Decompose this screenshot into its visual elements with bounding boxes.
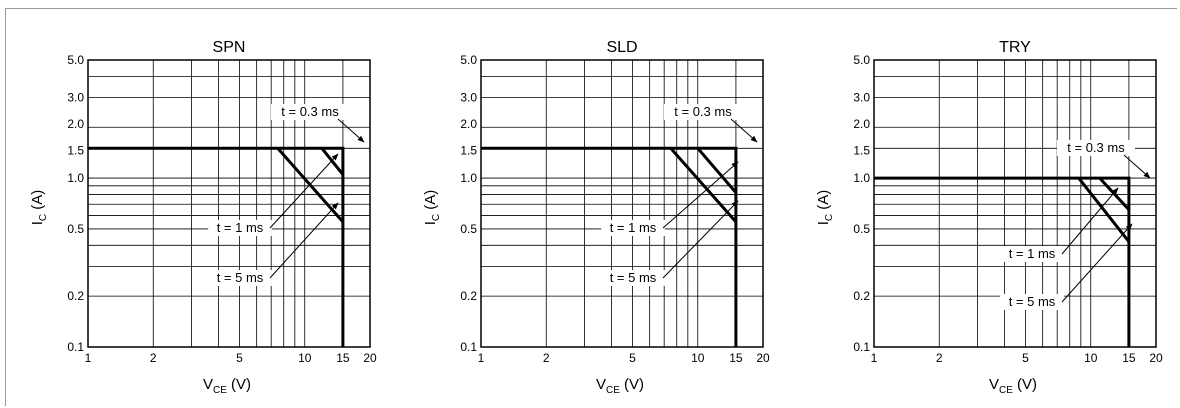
y-tick-label: 2.0 [460, 117, 477, 131]
label-0p3ms: t = 0.3 ms [281, 104, 339, 119]
y-tick-label: 0.1 [460, 340, 477, 354]
x-tick-label: 1 [478, 351, 485, 365]
chart-title: TRY [999, 39, 1031, 56]
annotation-arrow [1123, 154, 1151, 179]
y-tick-label: 1.5 [67, 143, 84, 157]
limit-5ms-line [669, 147, 738, 223]
plot-area-border [873, 59, 1157, 348]
y-tick-label: 0.5 [460, 222, 477, 236]
annotation-arrow [269, 153, 339, 229]
plot-area-border [480, 59, 764, 348]
label-1ms: t = 1 ms [217, 220, 264, 235]
limit-1ms-line [696, 147, 738, 194]
y-tick-label: 0.2 [460, 289, 477, 303]
x-tick-label: 20 [363, 351, 377, 365]
y-tick-label: 2.0 [853, 117, 870, 131]
label-1ms: t = 1 ms [1009, 246, 1056, 261]
annotation-bg [271, 104, 349, 120]
limit-1ms-line [320, 147, 345, 176]
x-tick-label: 10 [1084, 351, 1098, 365]
limit-5ms-line [1077, 177, 1131, 243]
x-axis-label: VCE (V) [989, 376, 1037, 396]
annotation-bg [208, 220, 272, 236]
annotation-bg [1000, 246, 1064, 262]
y-tick-label: 1.0 [460, 171, 477, 185]
x-tick-label: 2 [150, 351, 157, 365]
soa-chart-sld: SLD 1 2 5 10 15 20 0.1 0.2 0.5 1.0 1.5 2.0 3.0 5.0 VCE … [393, 0, 786, 408]
soa-chart-try: TRY 1 2 5 10 15 20 0.1 0.2 0.5 1.0 1.5 2.0 3.0 5.0 VCE … [786, 0, 1179, 408]
y-tick-label: 0.2 [67, 289, 84, 303]
y-tick-label: 0.5 [67, 222, 84, 236]
x-tick-label: 2 [543, 351, 550, 365]
x-tick-label: 20 [756, 351, 770, 365]
annotation-arrow [337, 118, 365, 143]
limit-0p3ms-line [874, 176, 1131, 347]
y-tick-label: 1.0 [67, 171, 84, 185]
annotation-bg [1057, 140, 1135, 156]
x-tick-label: 1 [871, 351, 878, 365]
x-tick-label: 10 [298, 351, 312, 365]
y-tick-label: 1.0 [853, 171, 870, 185]
annotation-bg [664, 104, 742, 120]
x-axis-label: VCE (V) [203, 376, 251, 396]
y-tick-label: 3.0 [853, 90, 870, 104]
x-tick-label: 15 [729, 351, 743, 365]
label-5ms: t = 5 ms [610, 270, 657, 285]
label-0p3ms: t = 0.3 ms [1067, 140, 1125, 155]
chart-title: SPN [213, 39, 246, 56]
annotation-bg [601, 220, 665, 236]
annotation-arrow [662, 200, 739, 279]
y-tick-label: 0.1 [67, 340, 84, 354]
y-axis-label: IC (A) [29, 190, 49, 226]
y-tick-label: 3.0 [67, 90, 84, 104]
annotation-arrow [730, 118, 758, 143]
y-tick-label: 5.0 [67, 53, 84, 67]
y-tick-label: 1.5 [853, 143, 870, 157]
label-1ms: t = 1 ms [610, 220, 657, 235]
annotation-bg [208, 270, 272, 286]
y-tick-label: 2.0 [67, 117, 84, 131]
y-axis-label: IC (A) [815, 190, 835, 226]
annotation-bg [1000, 294, 1064, 310]
plot-area-border [87, 59, 371, 348]
x-tick-label: 15 [1122, 351, 1136, 365]
x-tick-label: 10 [691, 351, 705, 365]
x-tick-label: 5 [629, 351, 636, 365]
limit-0p3ms-line [88, 146, 345, 347]
figure-frame [5, 8, 1177, 406]
y-tick-label: 0.2 [853, 289, 870, 303]
x-tick-label: 5 [236, 351, 243, 365]
x-tick-label: 2 [936, 351, 943, 365]
limit-0p3ms-line [481, 146, 738, 347]
soa-chart-spn: SPN 1 2 5 10 15 20 0.1 0.2 0.5 1.0 1.5 2.0 3.0 5.0 VCE … [0, 0, 393, 408]
annotation-arrow [662, 161, 739, 229]
annotation-arrow [1061, 187, 1119, 255]
y-tick-label: 0.1 [853, 340, 870, 354]
annotation-bg [601, 270, 665, 286]
chart-title: SLD [606, 39, 637, 56]
x-tick-label: 15 [336, 351, 350, 365]
annotation-arrow [269, 202, 339, 279]
label-5ms: t = 5 ms [1009, 294, 1056, 309]
annotation-arrow [1061, 223, 1133, 303]
y-tick-label: 5.0 [853, 53, 870, 67]
x-tick-label: 20 [1149, 351, 1163, 365]
x-tick-label: 1 [85, 351, 92, 365]
x-axis-label: VCE (V) [596, 376, 644, 396]
y-tick-label: 5.0 [460, 53, 477, 67]
label-0p3ms: t = 0.3 ms [674, 104, 732, 119]
y-tick-label: 1.5 [460, 143, 477, 157]
x-tick-label: 5 [1022, 351, 1029, 365]
y-tick-label: 3.0 [460, 90, 477, 104]
label-5ms: t = 5 ms [217, 270, 264, 285]
y-tick-label: 0.5 [853, 222, 870, 236]
y-axis-label: IC (A) [422, 190, 442, 226]
